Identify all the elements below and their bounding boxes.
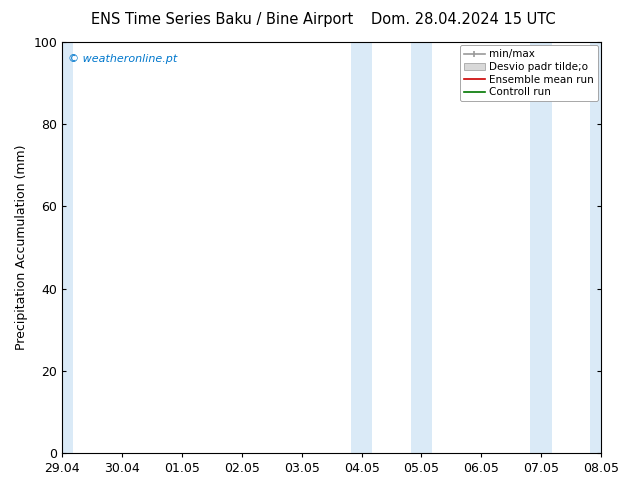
- Text: © weatheronline.pt: © weatheronline.pt: [68, 54, 177, 64]
- Text: Dom. 28.04.2024 15 UTC: Dom. 28.04.2024 15 UTC: [370, 12, 555, 27]
- Bar: [531, 42, 552, 453]
- Text: ENS Time Series Baku / Bine Airport: ENS Time Series Baku / Bine Airport: [91, 12, 353, 27]
- Bar: [351, 42, 372, 453]
- Bar: [411, 42, 432, 453]
- Bar: [590, 42, 604, 453]
- Bar: [60, 42, 73, 453]
- Legend: min/max, Desvio padr tilde;o, Ensemble mean run, Controll run: min/max, Desvio padr tilde;o, Ensemble m…: [460, 45, 598, 101]
- Y-axis label: Precipitation Accumulation (mm): Precipitation Accumulation (mm): [15, 145, 28, 350]
